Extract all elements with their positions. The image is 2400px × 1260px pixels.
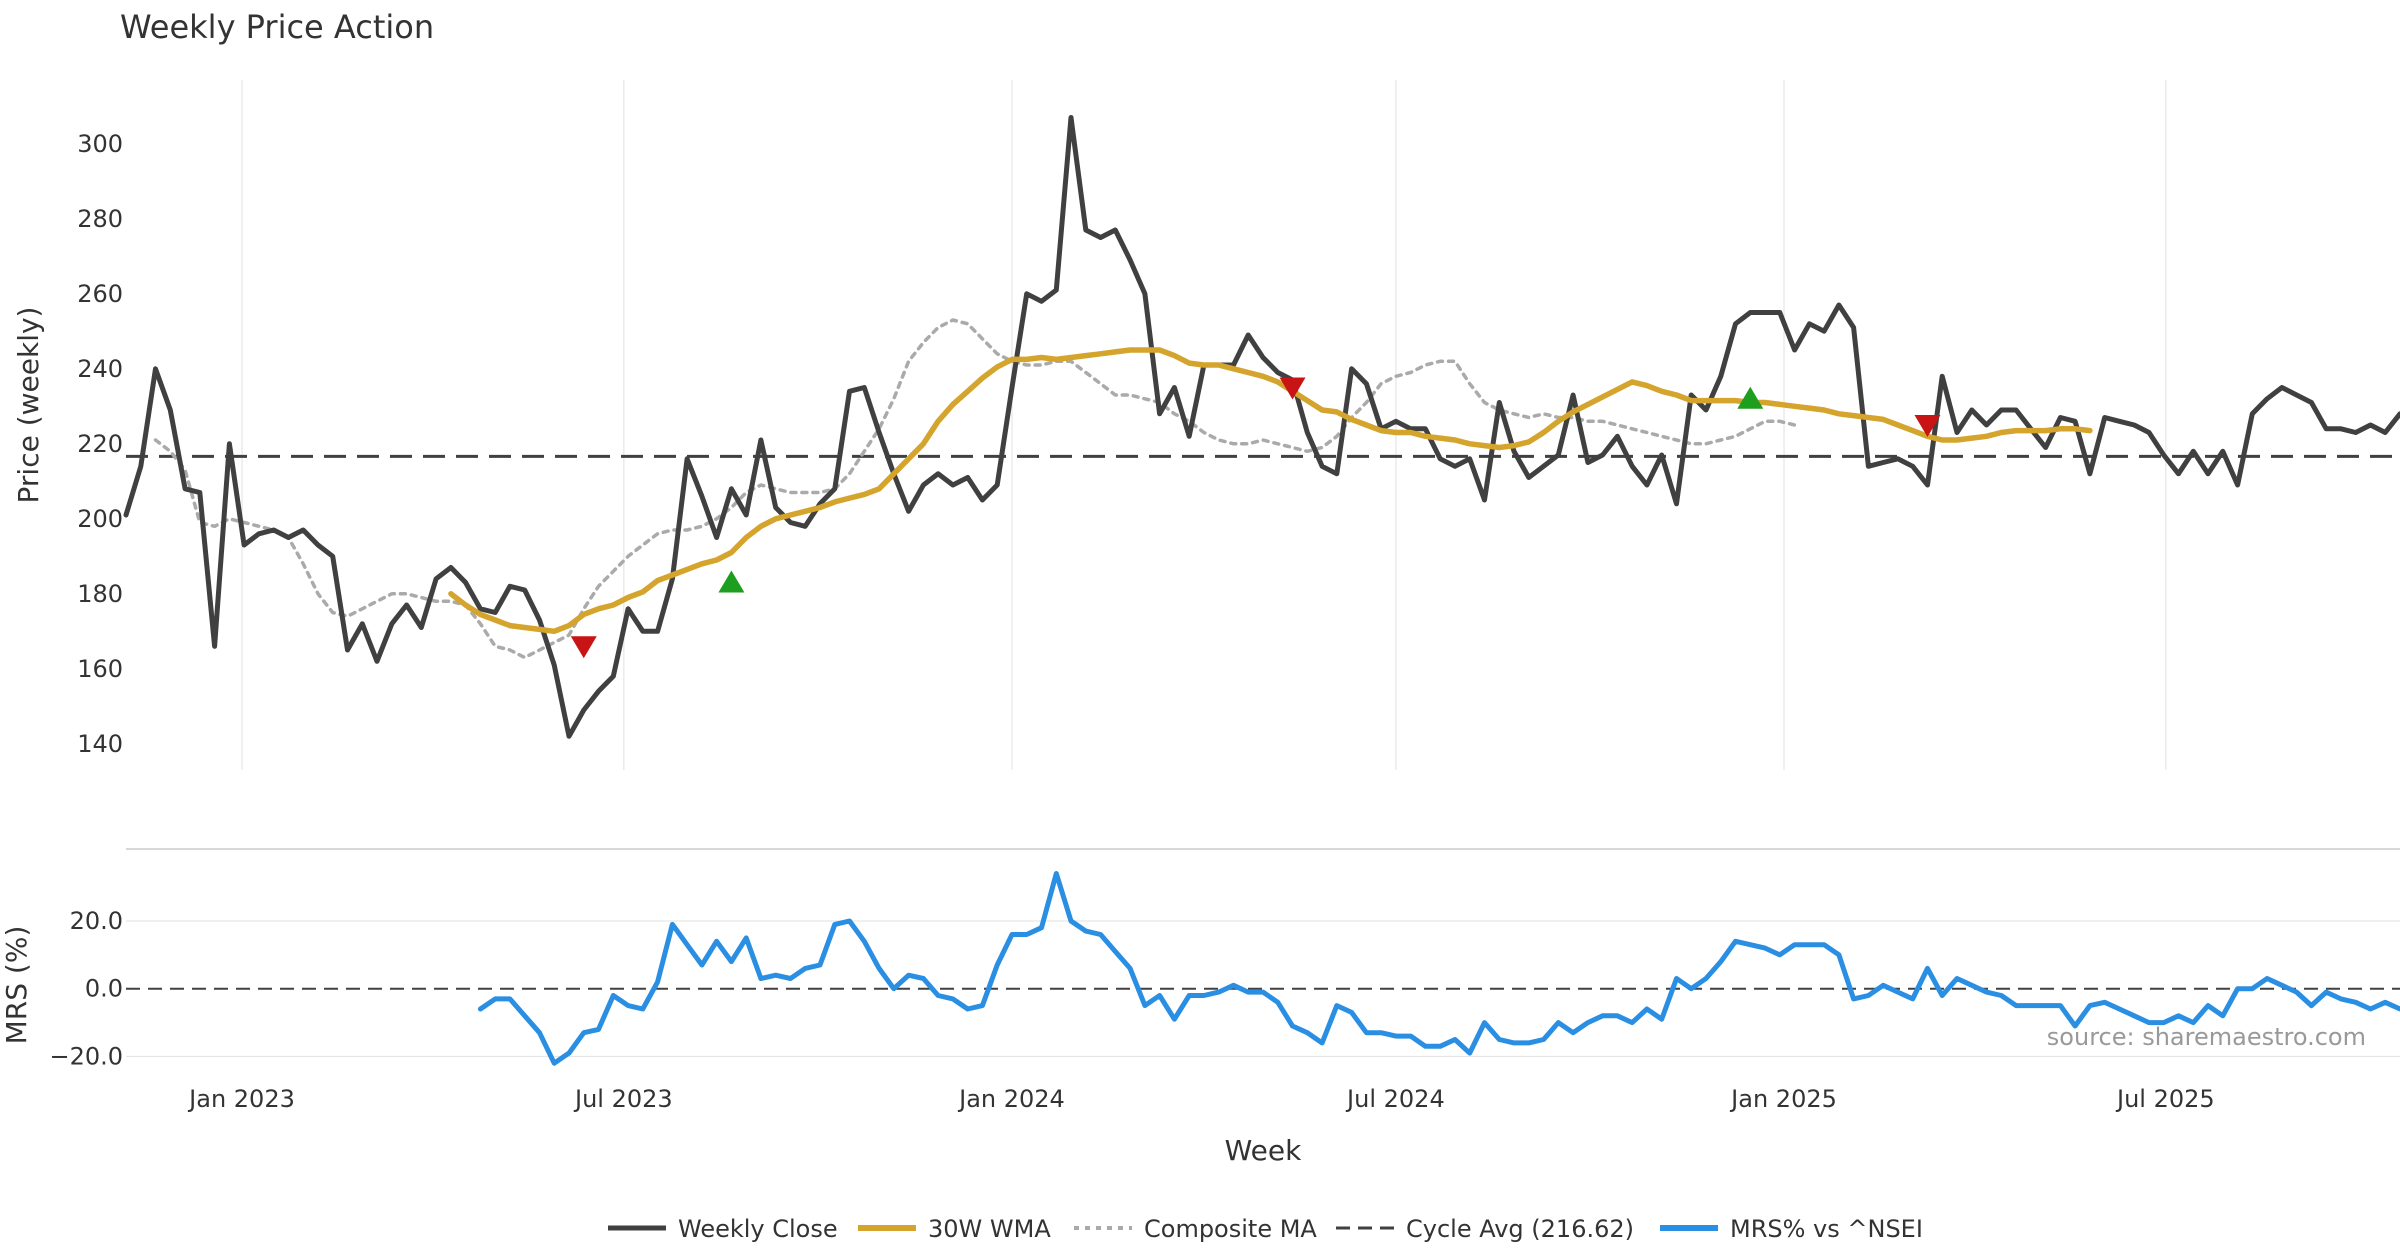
- x-axis-ticks: Jan 2023 Jul 2023 Jan 2024 Jul 2024 Jan 2025…: [187, 1085, 2215, 1113]
- x-tick-label: Jul 2024: [1345, 1085, 1445, 1113]
- price-y-tick-label: 220: [77, 430, 123, 458]
- mrs-y-ticks: 20.0 0.0 −20.0: [49, 907, 123, 1070]
- mrs-y-tick-label: 0.0: [85, 975, 123, 1003]
- weekly-close-line: [123, 115, 2400, 739]
- legend-weekly-close: Weekly Close: [608, 1215, 838, 1243]
- legend-composite-ma: Composite MA: [1074, 1215, 1317, 1243]
- legend-wma: 30W WMA: [858, 1215, 1051, 1243]
- legend-mrs: MRS% vs ^NSEI: [1660, 1215, 1923, 1243]
- price-y-ticks: 140 160 180 200 220 240 260 280 300: [77, 130, 123, 758]
- legend-cycle-avg: Cycle Avg (216.62): [1336, 1215, 1634, 1243]
- buy-signal-marker: [718, 570, 745, 593]
- sell-signal-marker: [1279, 377, 1306, 400]
- legend-label: 30W WMA: [928, 1215, 1051, 1243]
- buy-signal-marker: [1737, 386, 1764, 409]
- price-y-tick-label: 300: [77, 130, 123, 158]
- price-y-tick-label: 260: [77, 280, 123, 308]
- sell-signal-marker: [570, 636, 597, 659]
- mrs-y-axis-label: MRS (%): [0, 926, 33, 1045]
- legend-label: Cycle Avg (216.62): [1406, 1215, 1634, 1243]
- x-tick-label: Jan 2023: [187, 1085, 295, 1113]
- sell-signal-marker: [1914, 415, 1941, 437]
- price-gridlines: [241, 80, 2167, 770]
- price-y-tick-label: 200: [77, 505, 123, 533]
- price-y-axis-label: Price (weekly): [12, 307, 45, 504]
- signal-markers: [570, 377, 1941, 659]
- price-y-tick-label: 240: [77, 355, 123, 383]
- x-tick-label: Jan 2025: [1729, 1085, 1837, 1113]
- x-tick-label: Jul 2025: [2115, 1085, 2215, 1113]
- mrs-y-tick-label: −20.0: [49, 1042, 123, 1070]
- legend-label: Composite MA: [1144, 1215, 1317, 1243]
- legend-label: MRS% vs ^NSEI: [1730, 1215, 1923, 1243]
- mrs-gridlines: [126, 920, 2400, 1058]
- legend: Weekly Close 30W WMA Composite MA Cycle Avg…: [608, 1215, 1923, 1243]
- x-tick-label: Jul 2023: [573, 1085, 673, 1113]
- chart-title: Weekly Price Action: [120, 8, 434, 46]
- x-axis-label: Week: [1225, 1134, 1302, 1167]
- price-y-tick-label: 280: [77, 205, 123, 233]
- source-note: source: sharemaestro.com: [2047, 1023, 2366, 1051]
- price-series: [123, 115, 2400, 739]
- legend-label: Weekly Close: [678, 1215, 838, 1243]
- composite-ma-line: [153, 318, 1797, 660]
- mrs-y-tick-label: 20.0: [70, 907, 123, 935]
- price-y-tick-label: 160: [77, 655, 123, 683]
- wma-30w-line: [448, 347, 2093, 635]
- mrs-line: [477, 871, 2400, 1066]
- mrs-series: [477, 871, 2400, 1066]
- price-y-tick-label: 140: [77, 730, 123, 758]
- x-tick-label: Jan 2024: [957, 1085, 1065, 1113]
- price-y-tick-label: 180: [77, 580, 123, 608]
